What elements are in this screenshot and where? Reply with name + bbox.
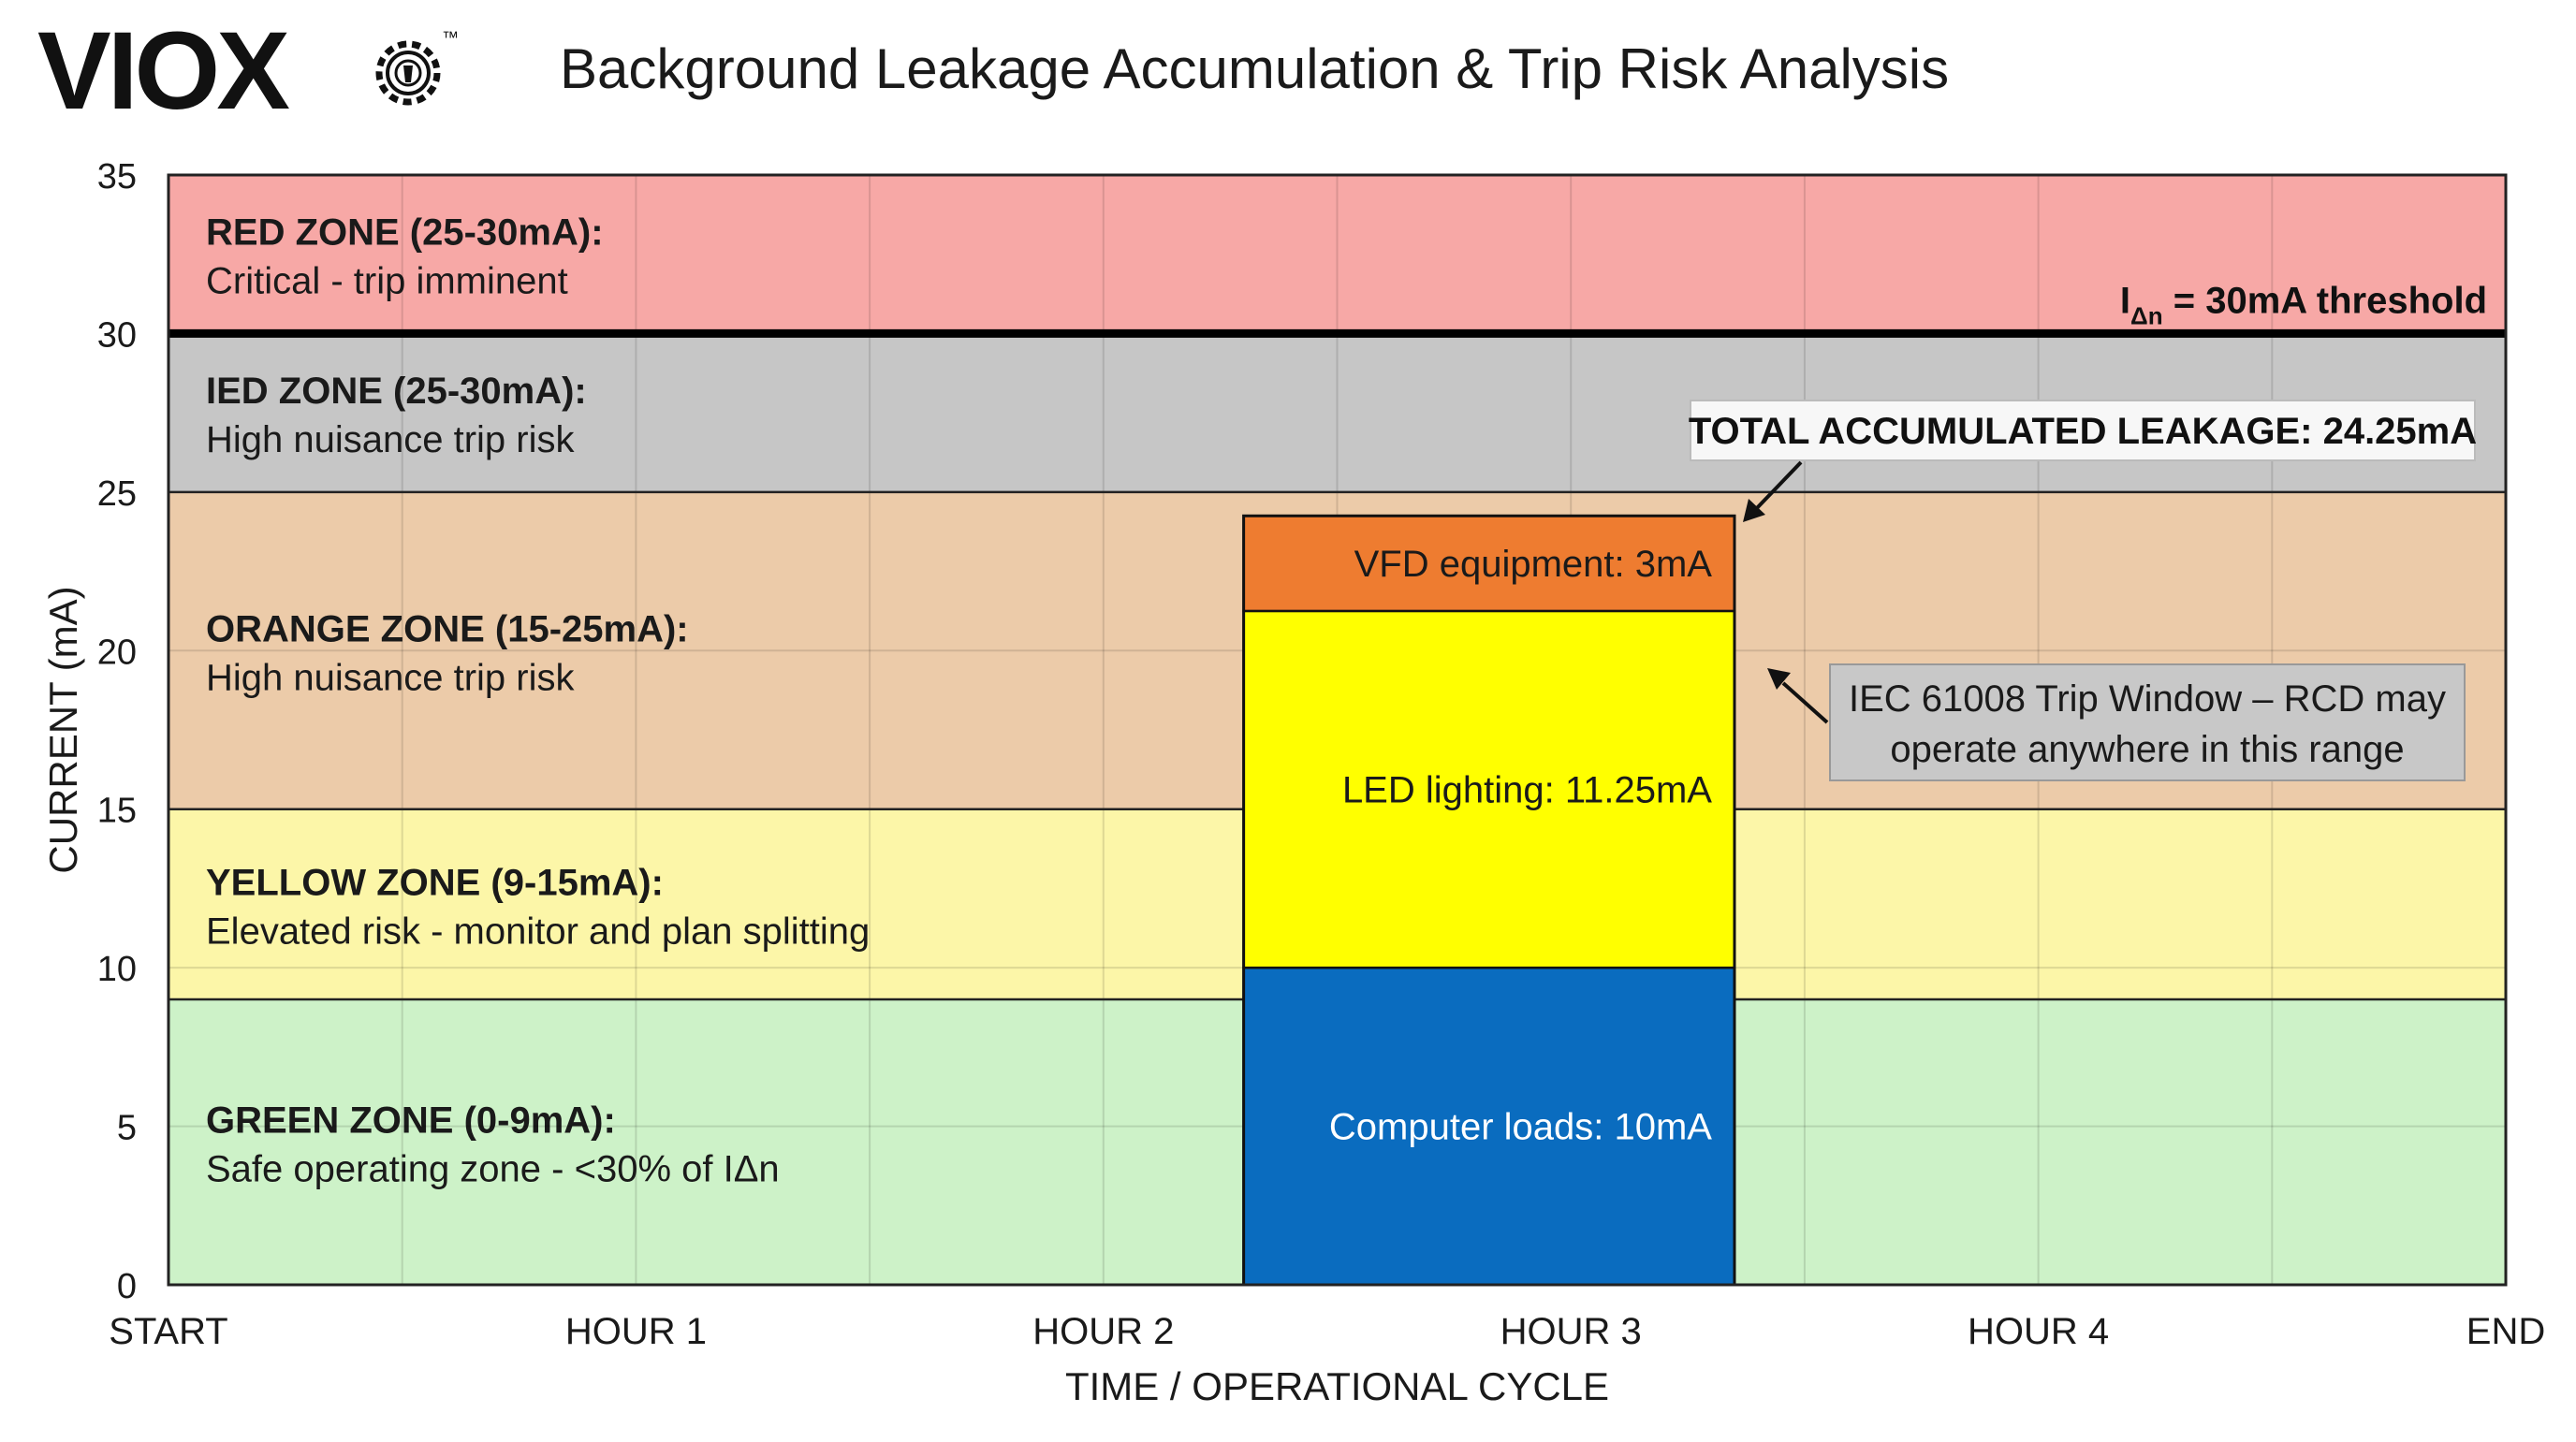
x-tick-label: HOUR 4 — [1968, 1311, 2109, 1352]
y-tick-label: 5 — [117, 1109, 137, 1148]
zone-grey-desc: High nuisance trip risk — [206, 419, 575, 460]
chart-title: Background Leakage Accumulation & Trip R… — [560, 37, 1949, 100]
bar-segment-label-0: Computer loads: 10mA — [1329, 1107, 1712, 1148]
zone-red-name: RED ZONE (25-30mA): — [206, 212, 604, 254]
zone-orange-desc: High nuisance trip risk — [206, 657, 575, 698]
logo: VIOX ™ — [37, 9, 459, 133]
y-axis-title: CURRENT (mA) — [41, 586, 85, 873]
trademark-mark: ™ — [442, 28, 459, 47]
bar-layer: Computer loads: 10mA LED lighting: 11.25m… — [1244, 516, 1734, 1285]
bar-segment-label-1: LED lighting: 11.25mA — [1342, 770, 1712, 811]
zone-orange-name: ORANGE ZONE (15-25mA): — [206, 608, 689, 649]
y-tick-label: 0 — [117, 1267, 137, 1306]
total-annotation-text: TOTAL ACCUMULATED LEAKAGE: 24.25mA — [1689, 411, 2477, 452]
trip-window-line1: IEC 61008 Trip Window – RCD may — [1849, 678, 2446, 720]
zone-yellow-desc: Elevated risk - monitor and plan splitti… — [206, 910, 870, 952]
zone-yellow-name: YELLOW ZONE (9-15mA): — [206, 862, 664, 903]
y-tick-label: 20 — [97, 633, 137, 672]
trip-window-line2: operate anywhere in this range — [1890, 729, 2404, 770]
y-tick-label: 15 — [97, 792, 137, 831]
x-tick-label: HOUR 2 — [1032, 1311, 1174, 1352]
x-tick-label: HOUR 1 — [565, 1311, 707, 1352]
zone-red-desc: Critical - trip imminent — [206, 261, 568, 302]
x-axis-title: TIME / OPERATIONAL CYCLE — [1065, 1364, 1609, 1408]
gear-icon — [379, 44, 437, 102]
chart-figure: VIOX ™ Background Leakage Accumulation &… — [0, 0, 2576, 1437]
y-tick-label: 30 — [97, 315, 137, 355]
y-tick-label: 10 — [97, 950, 137, 989]
logo-text: VIOX — [37, 9, 289, 133]
y-tick-label: 25 — [97, 474, 137, 514]
zone-green-desc: Safe operating zone - <30% of IΔn — [206, 1149, 780, 1190]
chart-svg: VIOX ™ Background Leakage Accumulation &… — [0, 0, 2576, 1437]
zone-grey-name: IED ZONE (25-30mA): — [206, 371, 587, 412]
bar-segment-label-2: VFD equipment: 3mA — [1354, 544, 1713, 585]
y-tick-label: 35 — [97, 157, 137, 197]
x-tick-label: END — [2466, 1311, 2545, 1352]
x-tick-label: HOUR 3 — [1500, 1311, 1642, 1352]
x-tick-label: START — [109, 1311, 227, 1352]
zone-green-name: GREEN ZONE (0-9mA): — [206, 1100, 616, 1142]
